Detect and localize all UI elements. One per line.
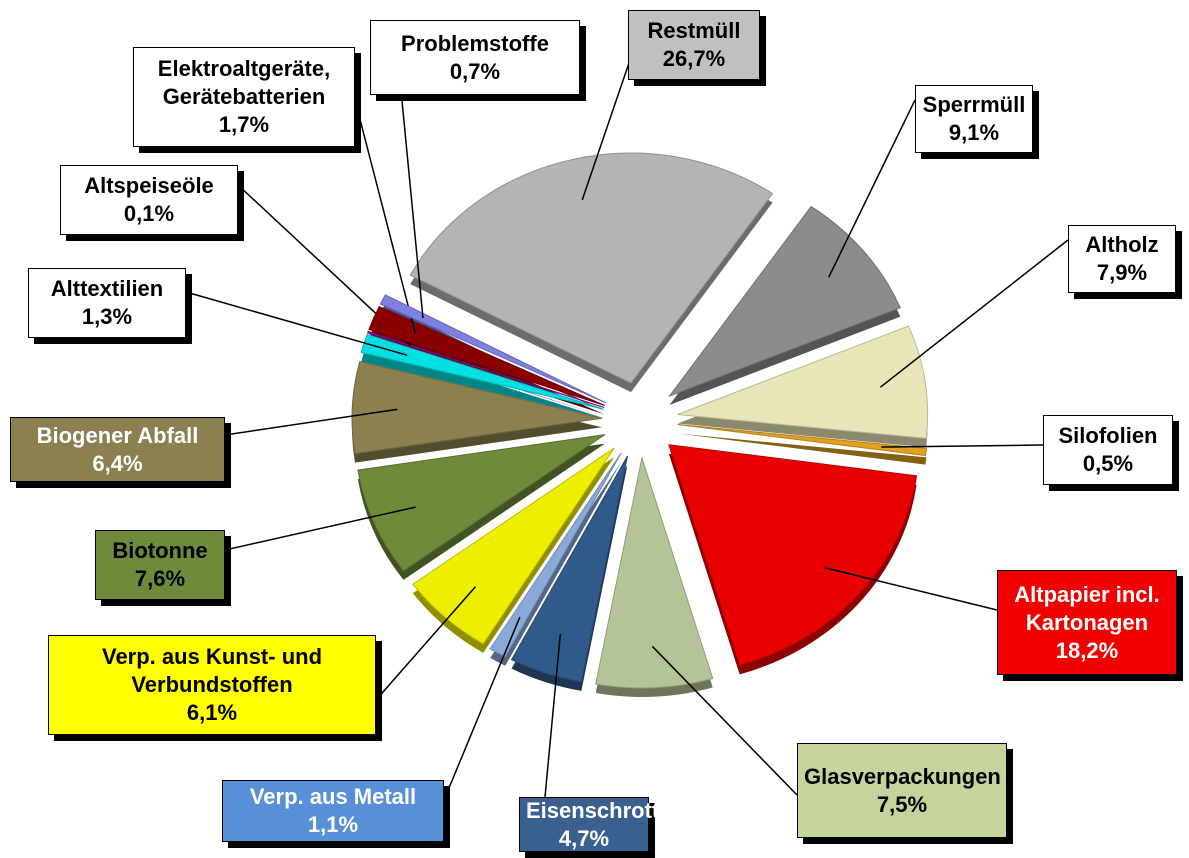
leader-line <box>581 59 631 201</box>
slice <box>409 152 774 384</box>
label-box: Altholz 7,9% <box>1068 225 1176 293</box>
label-box: Biogener Abfall 6,4% <box>10 417 225 482</box>
leader-line <box>824 566 998 611</box>
slice <box>489 452 622 658</box>
leader-line <box>224 408 398 436</box>
category-label: Biogener Abfall <box>36 422 199 448</box>
category-label: Sperrmüll <box>922 92 1026 117</box>
slice <box>668 444 918 666</box>
value-label: 6,1% <box>186 700 238 725</box>
category-label: Verp. aus Metall <box>249 784 417 809</box>
category-label: Biotonne <box>112 538 208 563</box>
label-box: Altpapier incl. Kartonagen 18,2% <box>997 570 1177 675</box>
value-label: 4,7% <box>558 825 610 851</box>
label-box: Problemstoffe 0,7% <box>370 20 580 95</box>
slice-side <box>677 433 927 465</box>
slice <box>677 424 927 457</box>
label-box: Verp. aus Kunst- und Verbundstoffen 6,1% <box>48 635 376 735</box>
category-label: Altpapier incl. Kartonagen <box>1014 581 1160 635</box>
slice <box>351 360 603 455</box>
category-label: Silofolien <box>1058 423 1158 448</box>
label-box: Glasverpackungen 7,5% <box>797 743 1007 838</box>
value-label: 6,4% <box>92 450 143 476</box>
leader-line <box>354 99 417 334</box>
leader-line <box>399 79 424 319</box>
leader-line <box>443 616 521 801</box>
slice <box>668 205 901 398</box>
leader-line <box>224 506 416 551</box>
slice <box>595 455 714 689</box>
label-box: Altspeiseöle 0,1% <box>60 165 238 235</box>
leader-line <box>828 99 916 278</box>
slice <box>412 447 615 645</box>
label-box: Eisenschrott 4,7% <box>519 797 660 852</box>
category-label: Glasverpackungen <box>804 763 1001 789</box>
category-label: Elektroaltgeräte, Gerätebatterien <box>157 56 331 109</box>
label-box: Biotonne 7,6% <box>95 530 225 600</box>
category-label: Eisenschrott <box>526 797 660 823</box>
label-box: Sperrmüll 9,1% <box>915 85 1033 153</box>
value-label: 1,1% <box>307 812 359 837</box>
value-label: 1,3% <box>81 304 133 329</box>
value-label: 0,7% <box>449 58 501 84</box>
label-box: Verp. aus Metall 1,1% <box>222 780 444 842</box>
label-box: Silofolien 0,5% <box>1043 415 1173 485</box>
leader-line <box>544 633 562 798</box>
category-label: Problemstoffe <box>401 30 549 56</box>
value-label: 1,7% <box>218 112 270 137</box>
leader-line <box>375 586 476 701</box>
value-label: 9,1% <box>948 120 1000 145</box>
label-box: Elektroaltgeräte, Gerätebatterien 1,7% <box>133 47 355 147</box>
slice <box>510 455 629 683</box>
leader-line <box>881 444 1044 448</box>
category-label: Verp. aus Kunst- und Verbundstoffen <box>101 644 323 697</box>
slice <box>367 330 605 409</box>
slice <box>677 325 929 439</box>
value-label: 0,5% <box>1082 451 1134 476</box>
value-label: 26,7% <box>662 46 726 71</box>
value-label: 7,9% <box>1096 260 1148 285</box>
category-label: Altholz <box>1085 232 1159 257</box>
label-box: Alttextilien 1,3% <box>28 268 186 338</box>
category-label: Alttextilien <box>50 276 164 301</box>
leader-line <box>879 239 1069 388</box>
leader-line <box>651 645 798 796</box>
value-label: 7,5% <box>876 791 928 817</box>
slice <box>368 305 606 406</box>
category-label: Restmüll <box>647 18 741 43</box>
value-label: 7,6% <box>134 566 186 591</box>
value-label: 0,1% <box>123 201 175 226</box>
leader-line <box>185 291 408 356</box>
category-label: Altspeiseöle <box>84 173 214 198</box>
slice <box>357 434 606 572</box>
slice <box>379 294 607 404</box>
label-box: Restmüll 26,7% <box>628 10 760 80</box>
value-label: 18,2% <box>1055 637 1119 663</box>
